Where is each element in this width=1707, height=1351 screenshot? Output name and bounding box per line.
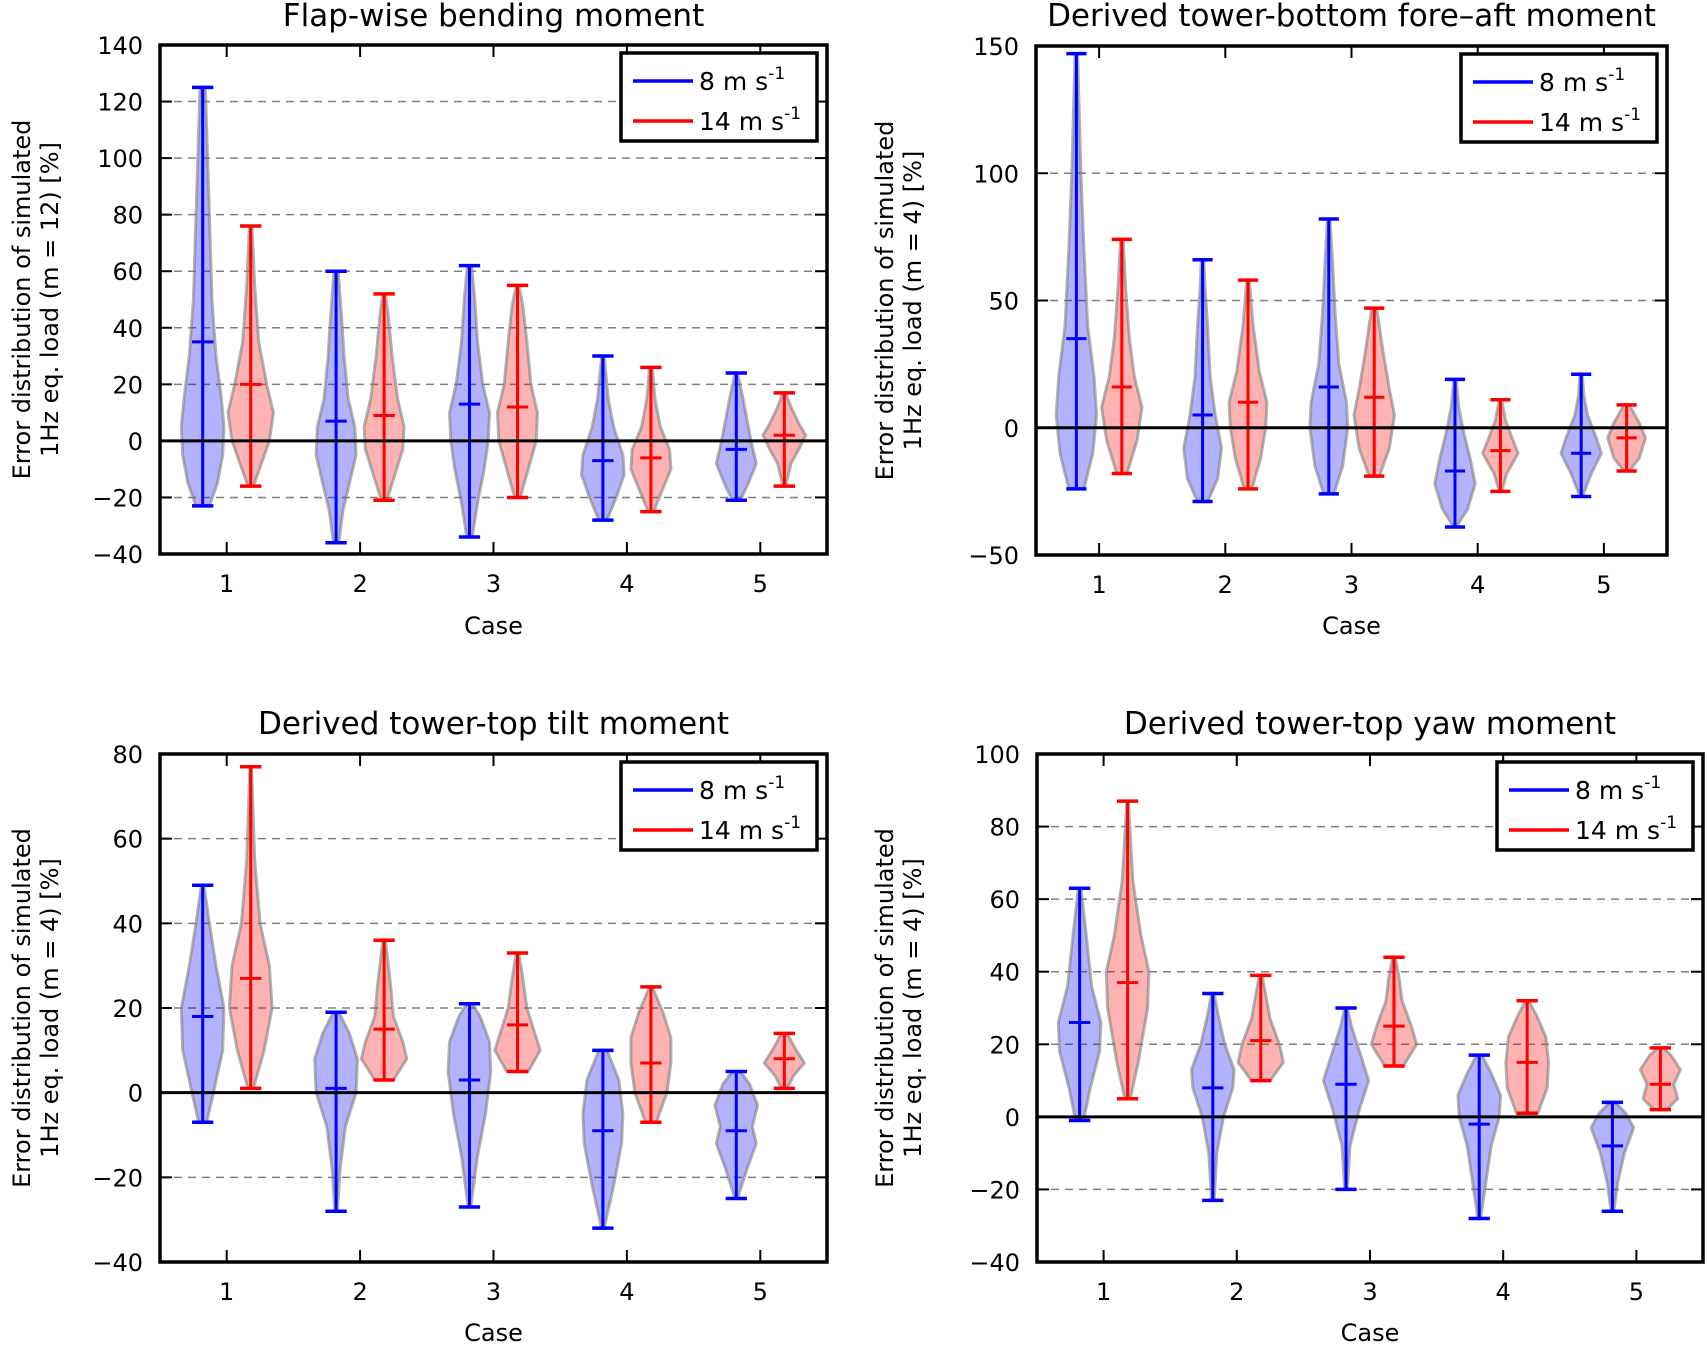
legend-label-8: 8 m s-1 bbox=[1539, 65, 1625, 97]
y-tick-label: −40 bbox=[92, 1249, 143, 1277]
x-tick-label: 2 bbox=[1218, 571, 1233, 599]
panel-tower-top-yaw: Derived tower-top yaw moment 1 2 3 4 5 −40 −20 0… bbox=[871, 706, 1705, 1347]
y-axis-label: Error distribution of simulated1Hz eq. l… bbox=[8, 120, 64, 480]
y-tick-label: 60 bbox=[989, 886, 1020, 914]
y-tick-label: 20 bbox=[112, 371, 143, 399]
y-axis-label: Error distribution of simulated1Hz eq. l… bbox=[8, 828, 64, 1188]
x-tick-label: 5 bbox=[753, 570, 768, 598]
y-tick-label: −40 bbox=[92, 541, 143, 569]
legend-label-14: 14 m s-1 bbox=[699, 104, 801, 136]
x-tick-label: 1 bbox=[1096, 1278, 1111, 1306]
y-tick-label: 120 bbox=[97, 89, 143, 117]
y-axis-label-line1: Error distribution of simulated bbox=[871, 121, 899, 481]
y-tick-label: −20 bbox=[92, 1164, 143, 1192]
y-tick-label: −20 bbox=[92, 484, 143, 512]
x-axis-label: Case bbox=[464, 1319, 523, 1347]
y-axis-label-line2: 1Hz eq. load (m = 4) [%] bbox=[899, 858, 927, 1158]
y-axis-label-line2: 1Hz eq. load (m = 4) [%] bbox=[899, 151, 927, 451]
legend-label-8: 8 m s-1 bbox=[699, 64, 785, 96]
chart-title: Derived tower-bottom fore–aft moment bbox=[1047, 0, 1656, 34]
y-tick-label: 0 bbox=[128, 1080, 143, 1108]
x-tick-label: 5 bbox=[753, 1278, 768, 1306]
x-tick-label: 3 bbox=[486, 1278, 501, 1306]
x-tick-label: 5 bbox=[1596, 571, 1611, 599]
y-tick-label: 60 bbox=[112, 258, 143, 286]
y-tick-label: 80 bbox=[112, 202, 143, 230]
legend-box bbox=[1495, 760, 1695, 852]
x-tick-label: 1 bbox=[219, 570, 234, 598]
y-axis-label: Error distribution of simulated1Hz eq. l… bbox=[871, 121, 927, 481]
y-tick-label: 100 bbox=[973, 160, 1019, 188]
y-axis-label: Error distribution of simulated1Hz eq. l… bbox=[871, 828, 927, 1188]
x-axis-label: Case bbox=[464, 612, 523, 640]
panel-flap-wise: Flap-wise bending moment 1 2 3 4 5 −40 −20 0 20 40… bbox=[8, 0, 829, 640]
y-tick-label: −50 bbox=[968, 542, 1019, 570]
x-tick-label: 1 bbox=[1091, 571, 1106, 599]
legend-label-14: 14 m s-1 bbox=[1539, 105, 1641, 137]
y-tick-label: 20 bbox=[112, 995, 143, 1023]
chart-title: Derived tower-top yaw moment bbox=[1124, 706, 1616, 742]
x-tick-label: 4 bbox=[1496, 1278, 1511, 1306]
x-tick-label: 3 bbox=[1344, 571, 1359, 599]
y-axis-label-line1: Error distribution of simulated bbox=[8, 828, 36, 1188]
y-tick-label: 80 bbox=[112, 741, 143, 769]
x-axis-label: Case bbox=[1341, 1319, 1400, 1347]
y-tick-label: 150 bbox=[973, 33, 1019, 61]
legend: 8 m s-1 14 m s-1 bbox=[619, 51, 819, 143]
legend-label-8: 8 m s-1 bbox=[699, 773, 785, 805]
y-tick-label: 0 bbox=[1005, 1104, 1020, 1132]
y-tick-label: 0 bbox=[1004, 415, 1019, 443]
legend-box bbox=[619, 760, 819, 852]
y-tick-label: −40 bbox=[969, 1249, 1020, 1277]
y-axis-label-line1: Error distribution of simulated bbox=[871, 828, 899, 1188]
y-axis-label-line1: Error distribution of simulated bbox=[8, 120, 36, 480]
y-tick-label: 60 bbox=[112, 826, 143, 854]
x-tick-label: 4 bbox=[619, 570, 634, 598]
y-tick-label: 40 bbox=[989, 959, 1020, 987]
y-tick-label: 100 bbox=[974, 741, 1020, 769]
y-tick-label: 80 bbox=[989, 814, 1020, 842]
y-tick-label: 50 bbox=[988, 288, 1019, 316]
y-tick-label: 140 bbox=[97, 32, 143, 60]
legend-label-8: 8 m s-1 bbox=[1575, 773, 1661, 805]
legend: 8 m s-1 14 m s-1 bbox=[1459, 52, 1659, 144]
legend-box bbox=[619, 51, 819, 143]
y-axis-label-line2: 1Hz eq. load (m = 4) [%] bbox=[36, 858, 64, 1158]
legend: 8 m s-1 14 m s-1 bbox=[1495, 760, 1695, 852]
x-tick-label: 2 bbox=[352, 570, 367, 598]
x-tick-label: 3 bbox=[486, 570, 501, 598]
x-tick-label: 2 bbox=[352, 1278, 367, 1306]
y-tick-label: −20 bbox=[969, 1176, 1020, 1204]
x-tick-label: 3 bbox=[1362, 1278, 1377, 1306]
panel-tower-bottom-fore-aft: Derived tower-bottom fore–aft moment 1 2 3 4… bbox=[871, 0, 1669, 640]
y-tick-label: 0 bbox=[128, 428, 143, 456]
x-tick-label: 4 bbox=[619, 1278, 634, 1306]
chart-title: Derived tower-top tilt moment bbox=[258, 706, 729, 742]
y-tick-label: 20 bbox=[989, 1031, 1020, 1059]
legend-label-14: 14 m s-1 bbox=[1575, 813, 1677, 845]
x-tick-label: 4 bbox=[1470, 571, 1485, 599]
legend-box bbox=[1459, 52, 1659, 144]
y-axis-label-line2: 1Hz eq. load (m = 12) [%] bbox=[36, 142, 64, 457]
x-axis-label: Case bbox=[1322, 612, 1381, 640]
x-tick-label: 2 bbox=[1229, 1278, 1244, 1306]
y-tick-label: 40 bbox=[112, 315, 143, 343]
panel-tower-top-tilt: Derived tower-top tilt moment 1 2 3 4 5 −40 −20… bbox=[8, 706, 829, 1347]
y-tick-label: 100 bbox=[97, 145, 143, 173]
y-tick-label: 40 bbox=[112, 910, 143, 938]
x-tick-label: 5 bbox=[1629, 1278, 1644, 1306]
legend: 8 m s-1 14 m s-1 bbox=[619, 760, 819, 852]
chart-title: Flap-wise bending moment bbox=[283, 0, 704, 34]
legend-label-14: 14 m s-1 bbox=[699, 813, 801, 845]
x-tick-label: 1 bbox=[219, 1278, 234, 1306]
